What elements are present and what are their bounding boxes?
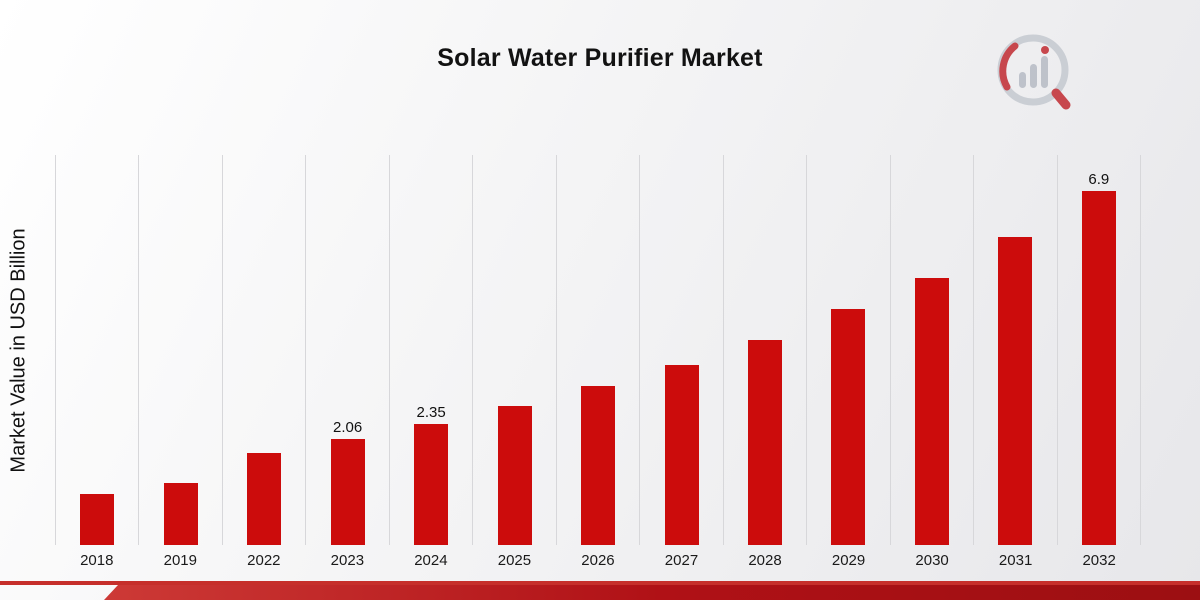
bar-2018 <box>80 493 115 545</box>
x-tick-label-2025: 2025 <box>497 552 532 569</box>
x-tick-label-2019: 2019 <box>163 552 197 569</box>
x-tick-label-2018: 2018 <box>80 552 114 569</box>
x-tick-label-2022: 2022 <box>247 552 281 569</box>
bar-2022 <box>247 452 282 545</box>
bar-2026 <box>581 385 616 545</box>
footer-ribbon-band <box>104 585 1200 600</box>
logo-bar-2 <box>1030 64 1037 88</box>
bar-2024 <box>414 424 449 545</box>
x-tick-label-2027: 2027 <box>664 552 699 569</box>
footer-ribbon-line <box>0 581 1200 585</box>
bar-2032 <box>1081 190 1116 545</box>
bar-cell-2018 <box>55 155 138 545</box>
bar-cell-2029 <box>806 155 889 545</box>
bar-cell-2028 <box>722 155 806 545</box>
bar-cell-2026 <box>555 155 639 545</box>
y-axis-label-text: Market Value in USD Billion <box>7 227 30 473</box>
y-axis-label: Market Value in USD Billion <box>4 155 34 545</box>
bar-2030 <box>914 278 949 545</box>
x-tick-label-2026: 2026 <box>581 552 615 569</box>
bar-value-label-2032: 6.9 <box>1088 170 1110 188</box>
x-tick-label-2032: 2032 <box>1082 552 1116 569</box>
bar-2023 <box>330 439 365 545</box>
x-tick-label-2031: 2031 <box>998 552 1033 569</box>
x-tick-label-2023: 2023 <box>330 552 365 569</box>
logo-dot <box>1041 46 1049 54</box>
bar-cell-2032: 6.9 <box>1056 155 1140 545</box>
bar-2028 <box>747 339 782 545</box>
logo-bar-3 <box>1041 56 1048 88</box>
logo-red-arc <box>999 42 1019 91</box>
bar-cell-2025 <box>472 155 555 545</box>
bar-2019 <box>163 483 198 545</box>
chart-title: Solar Water Purifier Market <box>437 44 763 72</box>
bar-2031 <box>998 237 1033 545</box>
logo-bar-1 <box>1019 72 1026 88</box>
x-tick-label-2030: 2030 <box>915 552 949 569</box>
bar-value-label-2024: 2.35 <box>416 404 446 422</box>
x-tick-label-2024: 2024 <box>414 552 448 569</box>
bar-cell-2030 <box>889 155 973 545</box>
bar-value-label-2023: 2.06 <box>333 419 363 437</box>
x-axis-labels: 2018 2019 2022 2023 2024 2025 2026 2027 2028 2029… <box>55 552 1141 569</box>
bar-cell-2022 <box>221 155 305 545</box>
analytics-logo-icon <box>993 32 1081 116</box>
bar-cell-2019 <box>138 155 221 545</box>
logo-magnifier-handle <box>1051 88 1071 110</box>
x-tick-label-2029: 2029 <box>831 552 866 569</box>
bar-2027 <box>664 365 699 545</box>
bar-cell-2027 <box>639 155 722 545</box>
bar-cell-2031 <box>973 155 1056 545</box>
x-tick-label-2028: 2028 <box>748 552 782 569</box>
bar-2029 <box>831 308 866 545</box>
bar-2025 <box>497 406 532 545</box>
bar-cell-2024: 2.35 <box>388 155 472 545</box>
plot-area: 2.06 2.35 6.9 <box>55 155 1141 545</box>
bar-cell-2023: 2.06 <box>305 155 388 545</box>
